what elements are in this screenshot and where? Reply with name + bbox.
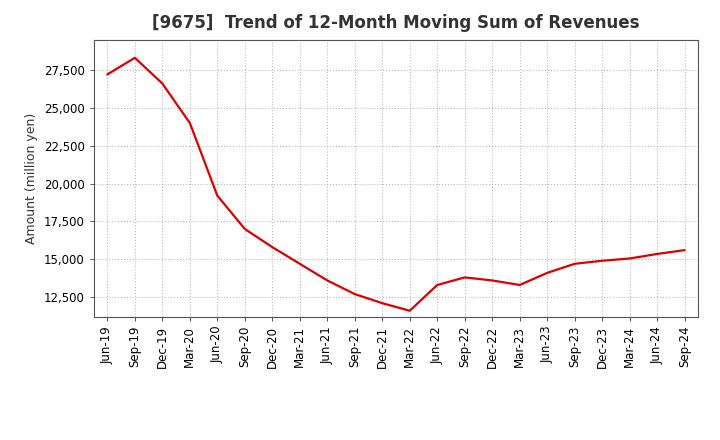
Y-axis label: Amount (million yen): Amount (million yen) — [25, 113, 38, 244]
Title: [9675]  Trend of 12-Month Moving Sum of Revenues: [9675] Trend of 12-Month Moving Sum of R… — [152, 15, 640, 33]
